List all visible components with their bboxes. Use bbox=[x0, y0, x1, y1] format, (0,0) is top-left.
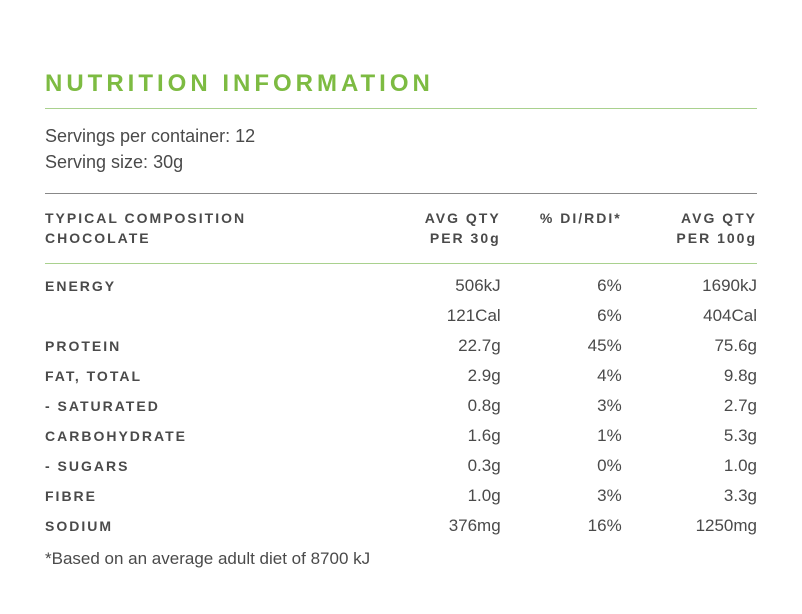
table-row: FIBRE1.0g3%3.3g bbox=[45, 481, 757, 511]
per-100-value: 1.0g bbox=[622, 451, 757, 481]
nutrient-name: SODIUM bbox=[45, 511, 365, 541]
nutrient-name: PROTEIN bbox=[45, 331, 365, 361]
col-header-per-100-l1: AVG QTY bbox=[681, 210, 757, 226]
table-row: - SUGARS0.3g0%1.0g bbox=[45, 451, 757, 481]
per-100-value: 2.7g bbox=[622, 391, 757, 421]
col-header-name-l1: TYPICAL COMPOSITION bbox=[45, 210, 246, 226]
per-serve-value: 0.3g bbox=[365, 451, 500, 481]
per-serve-value: 1.6g bbox=[365, 421, 500, 451]
di-value: 6% bbox=[501, 263, 622, 301]
servings-per-container: Servings per container: 12 bbox=[45, 123, 757, 149]
per-100-value: 75.6g bbox=[622, 331, 757, 361]
col-header-per-serve-l2: PER 30g bbox=[430, 230, 501, 246]
col-header-name: TYPICAL COMPOSITION CHOCOLATE bbox=[45, 194, 365, 263]
footnote: *Based on an average adult diet of 8700 … bbox=[45, 549, 757, 569]
col-header-per-serve-l1: AVG QTY bbox=[425, 210, 501, 226]
col-header-per-serve: AVG QTY PER 30g bbox=[365, 194, 500, 263]
table-row: PROTEIN22.7g45%75.6g bbox=[45, 331, 757, 361]
per-serve-value: 121Cal bbox=[365, 301, 500, 331]
nutrient-name: - SATURATED bbox=[45, 391, 365, 421]
col-header-per-100-l2: PER 100g bbox=[676, 230, 757, 246]
per-100-value: 1690kJ bbox=[622, 263, 757, 301]
table-row: - SATURATED0.8g3%2.7g bbox=[45, 391, 757, 421]
table-header-row: TYPICAL COMPOSITION CHOCOLATE AVG QTY PE… bbox=[45, 194, 757, 263]
table-row: SODIUM376mg16%1250mg bbox=[45, 511, 757, 541]
per-100-value: 3.3g bbox=[622, 481, 757, 511]
per-serve-value: 376mg bbox=[365, 511, 500, 541]
per-100-value: 404Cal bbox=[622, 301, 757, 331]
nutrient-name bbox=[45, 301, 365, 331]
col-header-per-100: AVG QTY PER 100g bbox=[622, 194, 757, 263]
per-100-value: 9.8g bbox=[622, 361, 757, 391]
per-serve-value: 22.7g bbox=[365, 331, 500, 361]
serving-size-label: Serving size: bbox=[45, 152, 148, 172]
table-row: 121Cal6%404Cal bbox=[45, 301, 757, 331]
servings-block: Servings per container: 12 Serving size:… bbox=[45, 123, 757, 175]
col-header-di: % DI/RDI* bbox=[501, 194, 622, 263]
page-title: NUTRITION INFORMATION bbox=[45, 70, 757, 98]
table-row: FAT, TOTAL2.9g4%9.8g bbox=[45, 361, 757, 391]
servings-per-container-value: 12 bbox=[235, 126, 255, 146]
per-serve-value: 506kJ bbox=[365, 263, 500, 301]
di-value: 6% bbox=[501, 301, 622, 331]
servings-per-container-label: Servings per container: bbox=[45, 126, 230, 146]
di-value: 45% bbox=[501, 331, 622, 361]
nutrient-name: FIBRE bbox=[45, 481, 365, 511]
serving-size: Serving size: 30g bbox=[45, 149, 757, 175]
table-row: CARBOHYDRATE1.6g1%5.3g bbox=[45, 421, 757, 451]
di-value: 3% bbox=[501, 391, 622, 421]
di-value: 1% bbox=[501, 421, 622, 451]
per-100-value: 5.3g bbox=[622, 421, 757, 451]
serving-size-value: 30g bbox=[153, 152, 183, 172]
nutrition-table: TYPICAL COMPOSITION CHOCOLATE AVG QTY PE… bbox=[45, 194, 757, 541]
nutrient-name: FAT, TOTAL bbox=[45, 361, 365, 391]
per-100-value: 1250mg bbox=[622, 511, 757, 541]
di-value: 3% bbox=[501, 481, 622, 511]
per-serve-value: 2.9g bbox=[365, 361, 500, 391]
nutrient-name: CARBOHYDRATE bbox=[45, 421, 365, 451]
nutrient-name: - SUGARS bbox=[45, 451, 365, 481]
nutrient-name: ENERGY bbox=[45, 263, 365, 301]
di-value: 16% bbox=[501, 511, 622, 541]
di-value: 0% bbox=[501, 451, 622, 481]
per-serve-value: 0.8g bbox=[365, 391, 500, 421]
di-value: 4% bbox=[501, 361, 622, 391]
per-serve-value: 1.0g bbox=[365, 481, 500, 511]
title-rule bbox=[45, 108, 757, 109]
table-row: ENERGY506kJ6%1690kJ bbox=[45, 263, 757, 301]
col-header-name-l2: CHOCOLATE bbox=[45, 230, 151, 246]
